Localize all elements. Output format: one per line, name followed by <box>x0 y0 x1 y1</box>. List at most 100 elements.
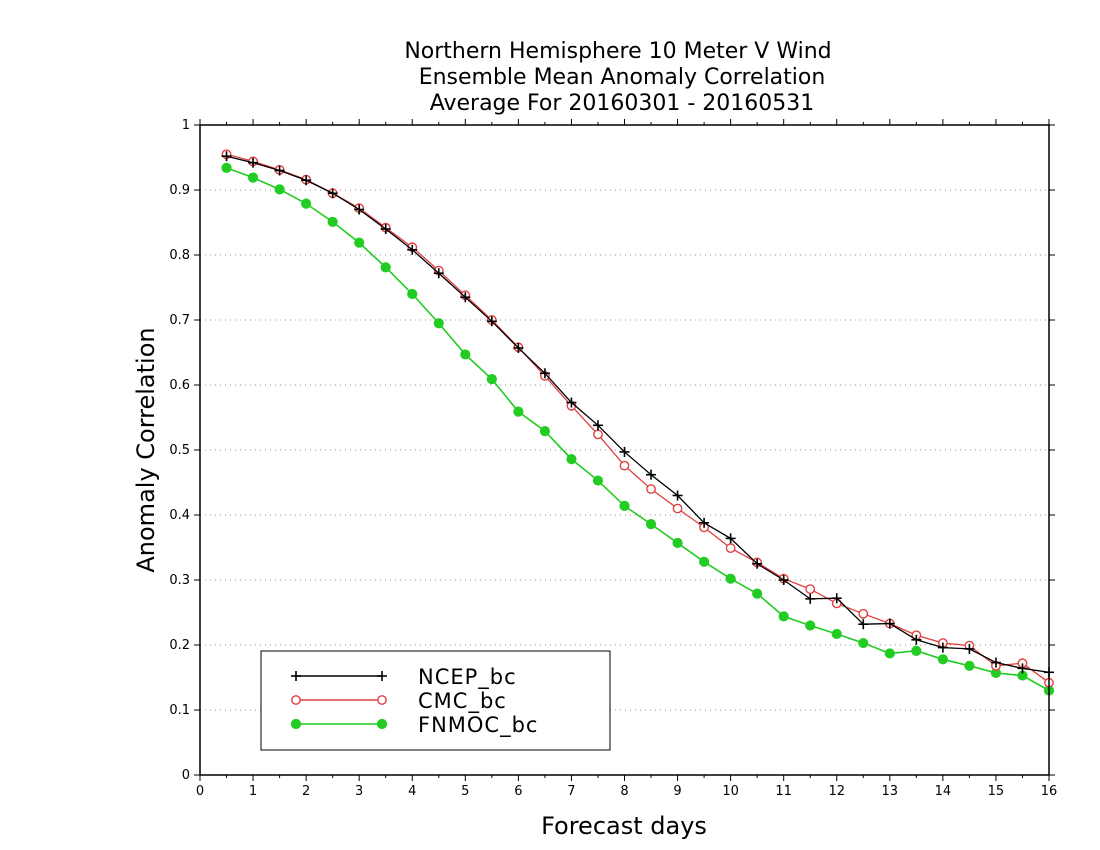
y-tick-label: 0.7 <box>169 313 190 328</box>
data-point <box>725 543 736 554</box>
data-point <box>407 288 418 300</box>
x-tick-label: 1 <box>249 784 257 799</box>
data-point <box>672 537 683 549</box>
x-tick-label: 16 <box>1041 784 1058 799</box>
data-point <box>592 475 604 486</box>
data-point <box>274 184 285 195</box>
data-point <box>990 657 1001 668</box>
data-point <box>539 426 551 437</box>
y-tick-label: 0.8 <box>169 248 190 263</box>
data-point <box>274 165 285 176</box>
legend-label: NCEP_bc <box>418 665 517 690</box>
data-point <box>248 157 259 168</box>
data-point <box>698 556 710 567</box>
series-NCEP_bc <box>221 151 1054 678</box>
data-point <box>725 573 736 584</box>
x-tick-label: 5 <box>461 784 469 799</box>
data-point <box>539 368 550 379</box>
legend-marker-left <box>291 695 301 705</box>
data-point <box>619 460 630 471</box>
series-lines <box>221 149 1055 696</box>
data-point <box>805 620 816 631</box>
x-tick-label: 12 <box>828 784 845 799</box>
data-point <box>407 244 418 255</box>
data-point <box>911 645 922 656</box>
x-tick-label: 2 <box>302 784 310 799</box>
x-tick-label: 0 <box>196 784 204 799</box>
data-point <box>646 469 657 480</box>
x-tick-label: 8 <box>620 784 628 799</box>
data-point <box>460 349 471 360</box>
x-tick-label: 6 <box>514 784 522 799</box>
data-point <box>725 533 736 544</box>
chart-title: Northern Hemisphere 10 Meter V Wind Ense… <box>404 39 831 116</box>
data-point <box>937 642 948 653</box>
x-tick-label: 9 <box>673 784 681 799</box>
data-point <box>645 519 657 530</box>
y-tick-label: 1 <box>182 118 190 133</box>
legend-marker-right <box>377 695 387 705</box>
data-point <box>354 237 365 248</box>
legend-marker-right <box>376 718 388 730</box>
y-tick-label: 0.5 <box>169 443 190 458</box>
data-point <box>301 175 312 186</box>
data-point <box>937 654 948 665</box>
data-point <box>486 374 497 385</box>
data-point <box>354 204 365 215</box>
data-point <box>513 406 524 417</box>
data-point <box>619 500 630 511</box>
x-tick-label: 14 <box>935 784 952 799</box>
y-tick-label: 0.1 <box>169 703 190 718</box>
series-line <box>226 153 1050 684</box>
data-point <box>964 643 975 654</box>
data-point <box>327 216 338 227</box>
data-point <box>672 490 683 501</box>
data-point <box>566 454 577 465</box>
data-point <box>699 517 710 528</box>
chart-title-line-2: Ensemble Mean Anomaly Correlation <box>419 65 826 90</box>
data-point <box>805 593 816 604</box>
data-point <box>964 660 975 671</box>
y-tick-label: 0 <box>182 768 190 783</box>
data-point <box>831 628 842 640</box>
data-point <box>566 397 577 408</box>
x-tick-label: 7 <box>567 784 575 799</box>
axes: 00.10.20.30.40.50.60.70.80.910 1 2 3 4 5 6 7 8 9 1… <box>169 118 1057 799</box>
series-CMC_bc <box>221 149 1054 688</box>
data-point <box>778 611 789 622</box>
data-point <box>513 342 524 353</box>
y-tick-label: 0.6 <box>169 378 190 393</box>
data-point <box>858 637 869 649</box>
legend-item-FNMOC_bc: FNMOC_bc <box>290 713 538 738</box>
data-point <box>460 292 471 303</box>
data-point <box>433 268 444 279</box>
legend-label: FNMOC_bc <box>418 713 538 738</box>
data-point <box>380 262 391 273</box>
y-tick-label: 0.3 <box>169 573 190 588</box>
data-point <box>858 619 869 630</box>
x-tick-label: 3 <box>355 784 363 799</box>
y-tick-label: 0.2 <box>169 638 190 653</box>
x-axis-label: Forecast days <box>541 812 707 840</box>
data-point <box>752 558 763 569</box>
x-tick-label: 10 <box>722 784 739 799</box>
x-tick-label: 13 <box>882 784 899 799</box>
data-point <box>593 429 603 440</box>
data-point <box>221 162 232 173</box>
data-point <box>221 151 232 162</box>
data-point <box>884 648 895 659</box>
legend-marker-right <box>377 671 387 681</box>
data-point <box>858 608 869 619</box>
data-point <box>884 618 895 629</box>
data-point <box>486 316 497 327</box>
data-point <box>619 446 630 457</box>
plot-frame <box>199 124 1050 776</box>
y-axis-label: Anomaly Correlation <box>132 327 160 572</box>
x-tick-label: 11 <box>775 784 792 799</box>
series-FNMOC_bc <box>221 162 1055 696</box>
data-point <box>301 198 312 209</box>
chart-title-line-1: Northern Hemisphere 10 Meter V Wind <box>404 39 831 64</box>
